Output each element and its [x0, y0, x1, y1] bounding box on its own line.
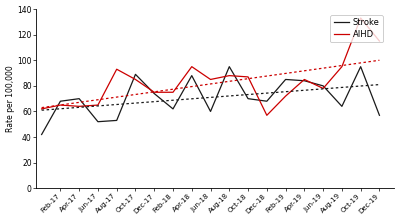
Stroke	[58, 100, 63, 103]
Stroke	[377, 114, 382, 117]
AIHD	[283, 95, 288, 97]
Stroke	[170, 108, 175, 110]
Stroke	[302, 79, 307, 82]
Stroke	[39, 133, 44, 136]
AIHD	[133, 78, 138, 81]
AIHD	[227, 74, 232, 77]
AIHD	[358, 17, 363, 19]
Stroke	[133, 73, 138, 76]
Line: AIHD: AIHD	[42, 18, 380, 115]
Stroke	[77, 97, 82, 100]
Stroke	[189, 74, 194, 77]
AIHD	[246, 76, 250, 78]
Stroke	[358, 65, 363, 68]
AIHD	[152, 91, 157, 94]
Stroke	[321, 84, 326, 87]
AIHD	[377, 40, 382, 42]
AIHD	[189, 65, 194, 68]
AIHD	[208, 78, 213, 81]
AIHD	[39, 108, 44, 110]
AIHD	[114, 68, 119, 71]
AIHD	[96, 104, 100, 106]
Line: Stroke: Stroke	[42, 67, 380, 134]
Stroke	[152, 92, 157, 95]
AIHD	[302, 78, 307, 81]
AIHD	[58, 104, 63, 106]
Stroke	[340, 105, 344, 108]
Stroke	[227, 65, 232, 68]
Stroke	[264, 100, 269, 103]
Stroke	[246, 97, 250, 100]
Stroke	[114, 119, 119, 122]
Y-axis label: Rate per 100,000: Rate per 100,000	[6, 65, 14, 132]
AIHD	[264, 114, 269, 117]
AIHD	[170, 91, 175, 94]
AIHD	[77, 105, 82, 108]
Legend: Stroke, AIHD: Stroke, AIHD	[330, 15, 383, 42]
AIHD	[321, 87, 326, 90]
AIHD	[340, 65, 344, 68]
Stroke	[208, 110, 213, 113]
Stroke	[283, 78, 288, 81]
Stroke	[96, 120, 100, 123]
